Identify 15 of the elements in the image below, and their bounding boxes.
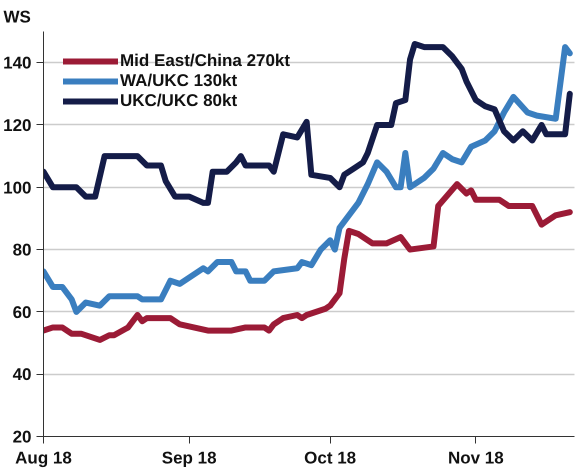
legend-label: WA/UKC 130kt	[120, 71, 238, 91]
y-axis-title: WS	[4, 8, 31, 26]
y-tick-label: 20	[12, 428, 32, 446]
y-tick-label: 100	[3, 178, 32, 198]
y-tick-label: 40	[12, 365, 32, 384]
x-tick-label: Oct 18	[304, 448, 356, 468]
y-tick-label: 140	[3, 54, 32, 73]
y-tick-label: 80	[12, 240, 32, 260]
y-tick-label: 120	[3, 116, 32, 135]
y-tick-label: 60	[12, 302, 32, 322]
x-tick-label: Nov 18	[448, 448, 504, 468]
x-tick-label: Aug 18	[15, 448, 72, 468]
x-tick-label: Sep 18	[162, 448, 217, 468]
legend-label: Mid East/China 270kt	[120, 51, 290, 71]
legend-label: UKC/UKC 80kt	[120, 91, 238, 111]
